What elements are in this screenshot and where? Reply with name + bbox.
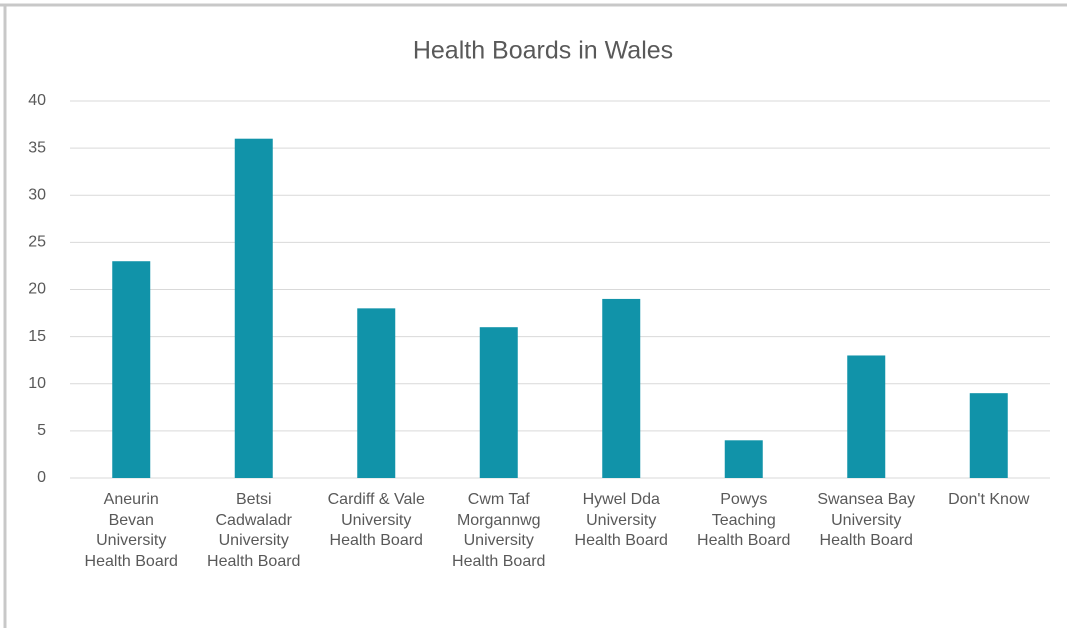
bar <box>234 138 273 478</box>
x-tick-label: Powys Teaching Health Board <box>697 491 791 549</box>
chart-title: Health Boards in Wales <box>413 37 673 65</box>
x-tick-label: Hywel Dda University Health Board <box>574 491 668 549</box>
y-tick-label: 25 <box>28 234 46 251</box>
y-tick-label: 0 <box>37 469 46 486</box>
y-tick-label: 10 <box>28 375 46 392</box>
bar <box>357 308 396 478</box>
x-tick-label: Cardiff & Vale University Health Board <box>327 491 425 549</box>
bar <box>847 355 886 478</box>
x-tick-label: Don't Know <box>948 491 1030 508</box>
x-tick-label: Swansea Bay University Health Board <box>817 491 916 549</box>
x-tick-label: Cwm Taf Morgannwg University Health Boar… <box>452 491 546 570</box>
bar <box>112 261 151 478</box>
x-tick-label: Betsi Cadwaladr University Health Board <box>207 491 301 570</box>
bar <box>479 327 518 478</box>
y-tick-label: 15 <box>28 328 46 345</box>
bar <box>969 393 1008 478</box>
x-tick-label: Aneurin Bevan University Health Board <box>84 491 178 570</box>
bar <box>602 298 641 478</box>
bar <box>724 440 763 478</box>
y-tick-label: 35 <box>28 139 46 156</box>
y-tick-label: 5 <box>37 422 46 439</box>
y-tick-label: 20 <box>28 281 46 298</box>
y-tick-label: 30 <box>28 186 46 203</box>
y-tick-label: 40 <box>28 92 46 109</box>
